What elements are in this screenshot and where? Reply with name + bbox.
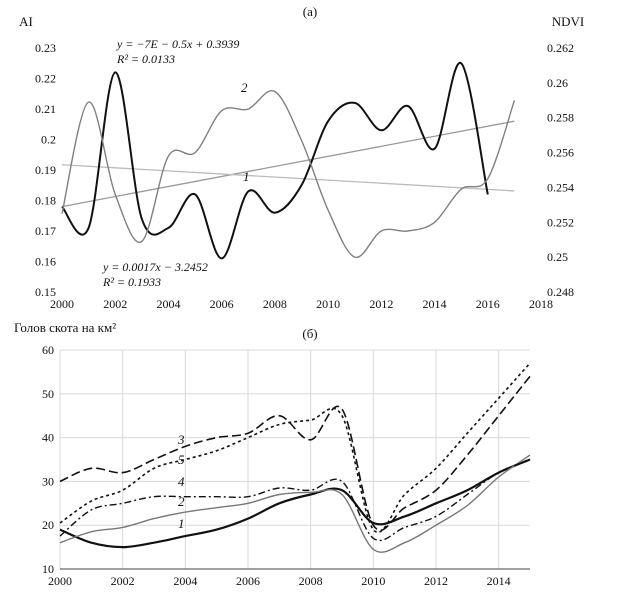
panel-a-label: (a) xyxy=(303,4,317,19)
panel-b-label: (б) xyxy=(302,326,317,341)
panel-b-series-2-label: 2 xyxy=(178,494,185,509)
panel-b-series-lines xyxy=(59,362,531,553)
panel-a-left-tick-label: 0.18 xyxy=(35,194,56,208)
panel-b-series-4-label: 4 xyxy=(178,474,185,489)
panel-a-x-tick-label: 2006 xyxy=(210,297,234,311)
panel-b-y-tick-label: 20 xyxy=(42,518,54,532)
panel-a-right-tick-label: 0.252 xyxy=(547,215,574,229)
panel-a-x-tick-label: 2008 xyxy=(263,297,287,311)
panel-b-axis-title: Голов скота на км² xyxy=(14,320,116,335)
panel-b-series-2-line xyxy=(59,454,531,553)
panel-a-series-2-line xyxy=(61,90,516,258)
panel-a-x-tick-label: 2010 xyxy=(316,297,340,311)
panel-a-right-tick-label: 0.256 xyxy=(547,146,574,160)
panel-a-chart: (a) AI NDVI 0.150.160.170.180.190.20.210… xyxy=(19,4,584,311)
panel-a-trendline-2 xyxy=(61,164,515,192)
panel-b-y-tick-label: 30 xyxy=(42,474,54,488)
panel-a-left-tick-label: 0.15 xyxy=(35,285,56,299)
panel-b-x-tick-label: 2012 xyxy=(424,574,448,588)
panel-b-series-3-line xyxy=(59,375,531,531)
panel-b-x-tick-label: 2004 xyxy=(173,574,197,588)
panel-a-series-2-label: 2 xyxy=(241,80,248,95)
panel-b-series-1-line xyxy=(59,458,531,549)
trendline-1-equation: y = 0.0017x − 3.2452 xyxy=(102,260,208,274)
panel-b-x-tick-label: 2006 xyxy=(236,574,260,588)
panel-a-x-tick-label: 2012 xyxy=(369,297,393,311)
panel-a-right-tick-label: 0.262 xyxy=(547,41,574,55)
panel-a-right-tick-label: 0.26 xyxy=(547,76,568,90)
trendline-1-r-squared: R² = 0.1933 xyxy=(102,275,161,289)
panel-a-series-lines xyxy=(61,62,516,260)
trendline-2-equation: y = −7E − 0.5x + 0.3939 xyxy=(116,37,239,51)
panel-a-left-tick-label: 0.21 xyxy=(35,102,56,116)
panel-a-trendlines xyxy=(61,120,515,208)
panel-a-left-tick-label: 0.17 xyxy=(35,224,56,238)
panel-b-ticks: 10 20 30 40 50 60 2000 2002 2004 2006 2008 2010 2012… xyxy=(42,343,511,588)
panel-b-series-5-line xyxy=(59,362,531,533)
panel-a-right-tick-label: 0.258 xyxy=(547,111,574,125)
panel-a-x-tick-label: 2000 xyxy=(50,297,74,311)
panel-a-series-1-line xyxy=(61,62,489,260)
panel-a-left-tick-label: 0.23 xyxy=(35,41,56,55)
panel-a-trendline-1 xyxy=(61,120,515,208)
panel-a-left-tick-label: 0.22 xyxy=(35,72,56,86)
panel-a-right-axis-title: NDVI xyxy=(552,14,585,29)
panel-a-x-tick-label: 2004 xyxy=(156,297,180,311)
panel-b-chart: (б) Голов скота на км² 10 20 30 40 50 60 2000 2… xyxy=(14,320,531,588)
panel-a-left-axis-title: AI xyxy=(19,14,33,29)
panel-a-right-tick-label: 0.248 xyxy=(547,285,574,299)
panel-b-series-4-line xyxy=(59,458,531,542)
trendline-2-r-squared: R² = 0.0133 xyxy=(116,52,175,66)
panel-b-y-tick-label: 40 xyxy=(42,431,54,445)
panel-b-x-tick-label: 2002 xyxy=(111,574,135,588)
panel-a-x-tick-label: 2018 xyxy=(529,297,553,311)
panel-a-series-1-label: 1 xyxy=(243,169,250,184)
panel-a-x-tick-label: 2016 xyxy=(476,297,500,311)
panel-b-series-5-label: 5 xyxy=(178,452,185,467)
panel-b-x-tick-label: 2008 xyxy=(299,574,323,588)
panel-a-left-tick-label: 0.19 xyxy=(35,163,56,177)
panel-a-x-tick-label: 2002 xyxy=(103,297,127,311)
panel-b-x-tick-label: 2014 xyxy=(487,574,511,588)
panel-a-x-tick-label: 2014 xyxy=(423,297,447,311)
panel-b-y-tick-label: 60 xyxy=(42,343,54,357)
panel-b-grid xyxy=(59,349,530,570)
panel-b-series-3-label: 3 xyxy=(177,432,185,447)
panel-b-y-tick-label: 50 xyxy=(42,387,54,401)
panel-a-right-tick-label: 0.25 xyxy=(547,250,568,264)
panel-b-series-1-label: 1 xyxy=(178,516,185,531)
panel-a-left-tick-label: 0.16 xyxy=(35,255,56,269)
panel-b-x-tick-label: 2010 xyxy=(361,574,385,588)
panel-a-left-tick-label: 0.2 xyxy=(41,133,56,147)
panel-b-y-tick-label: 10 xyxy=(42,562,54,576)
panel-a-ticks: 0.15 0.16 0.17 0.18 0.19 0.2 0.21 0.22 0.23 0.248… xyxy=(35,41,574,311)
panel-b-x-tick-label: 2000 xyxy=(48,574,72,588)
panel-a-right-tick-label: 0.254 xyxy=(547,180,574,194)
